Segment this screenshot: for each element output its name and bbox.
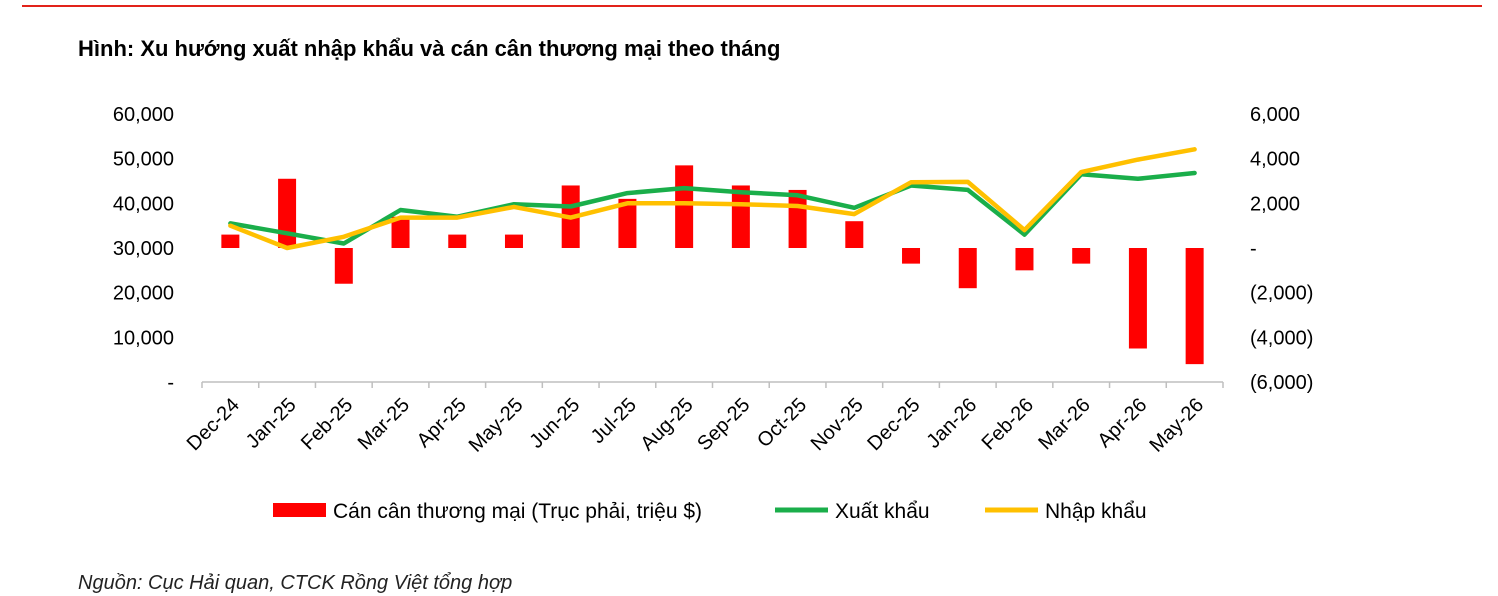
x-tick-label: Mar-26 (1034, 394, 1094, 454)
left-tick-label: 60,000 (113, 104, 174, 126)
x-tick-label: Jan-25 (242, 394, 301, 453)
legend-import-label: Nhập khẩu (1045, 500, 1147, 523)
balance-bar (1015, 248, 1034, 271)
x-tick-label: Mar-25 (354, 394, 414, 454)
legend-balance-swatch (273, 503, 326, 517)
source-note: Nguồn: Cục Hải quan, CTCK Rồng Việt tổng… (78, 572, 513, 594)
balance-bar (278, 178, 297, 248)
left-tick-label: 50,000 (113, 149, 174, 171)
balance-bar (448, 234, 467, 248)
import-line (228, 147, 1197, 251)
x-tick-labels: Dec-24Jan-25Feb-25Mar-25Apr-25May-25Jun-… (183, 382, 1224, 457)
balance-bar (618, 198, 637, 248)
balance-bar (958, 248, 977, 289)
top-accent-rule (22, 5, 1482, 7)
x-tick-label: Jul-25 (587, 394, 641, 448)
right-tick-label: (4,000) (1250, 327, 1313, 349)
export-line (228, 170, 1197, 246)
right-axis: (6,000) (4,000) (2,000) - 2,000 4,000 6,000 (1250, 104, 1313, 394)
left-tick-label: 20,000 (113, 283, 174, 305)
x-tick-label: Nov-25 (807, 394, 868, 455)
x-tick-label: Apr-25 (413, 394, 471, 452)
balance-bar (221, 234, 240, 248)
balance-bar (391, 216, 410, 248)
left-axis: - 10,000 20,000 30,000 40,000 50,000 60,000 (113, 104, 174, 394)
chart-title: Hình: Xu hướng xuất nhập khẩu và cán cân… (78, 36, 781, 61)
balance-bar (845, 221, 864, 248)
left-tick-label: - (167, 372, 174, 394)
right-tick-label: 6,000 (1250, 104, 1300, 126)
legend-balance-label: Cán cân thương mại (Trục phải, triệu $) (333, 500, 702, 523)
x-tick-label: Jan-26 (922, 394, 981, 453)
x-tick-label: Apr-26 (1093, 394, 1151, 452)
balance-bar (675, 165, 694, 248)
x-tick-label: Dec-25 (863, 394, 924, 455)
balance-bar (504, 234, 523, 248)
balance-bar (334, 248, 353, 284)
x-tick-label: Jun-25 (525, 394, 584, 453)
x-tick-label: Feb-26 (978, 394, 1038, 454)
x-tick-label: Aug-25 (637, 394, 698, 455)
x-tick-label: Feb-25 (297, 394, 357, 454)
legend-export-label: Xuất khẩu (835, 500, 930, 523)
balance-bar (902, 248, 921, 264)
x-tick-label: May-26 (1145, 394, 1208, 457)
balance-bar (1185, 248, 1204, 365)
right-tick-label: (6,000) (1250, 372, 1313, 394)
left-tick-label: 10,000 (113, 327, 174, 349)
balance-bar (1072, 248, 1091, 264)
x-tick-label: May-25 (465, 394, 528, 457)
right-tick-label: - (1250, 238, 1257, 260)
balance-bar (1128, 248, 1147, 349)
left-tick-label: 30,000 (113, 238, 174, 260)
x-tick-label: Sep-25 (693, 394, 754, 455)
left-tick-label: 40,000 (113, 193, 174, 215)
right-tick-label: 4,000 (1250, 149, 1300, 171)
series-lines (228, 147, 1197, 251)
legend: Cán cân thương mại (Trục phải, triệu $) X… (273, 500, 1147, 523)
right-tick-label: 2,000 (1250, 193, 1300, 215)
balance-bar (731, 185, 750, 248)
x-tick-label: Dec-24 (183, 394, 244, 455)
right-tick-label: (2,000) (1250, 283, 1313, 305)
x-tick-label: Oct-25 (753, 394, 811, 452)
